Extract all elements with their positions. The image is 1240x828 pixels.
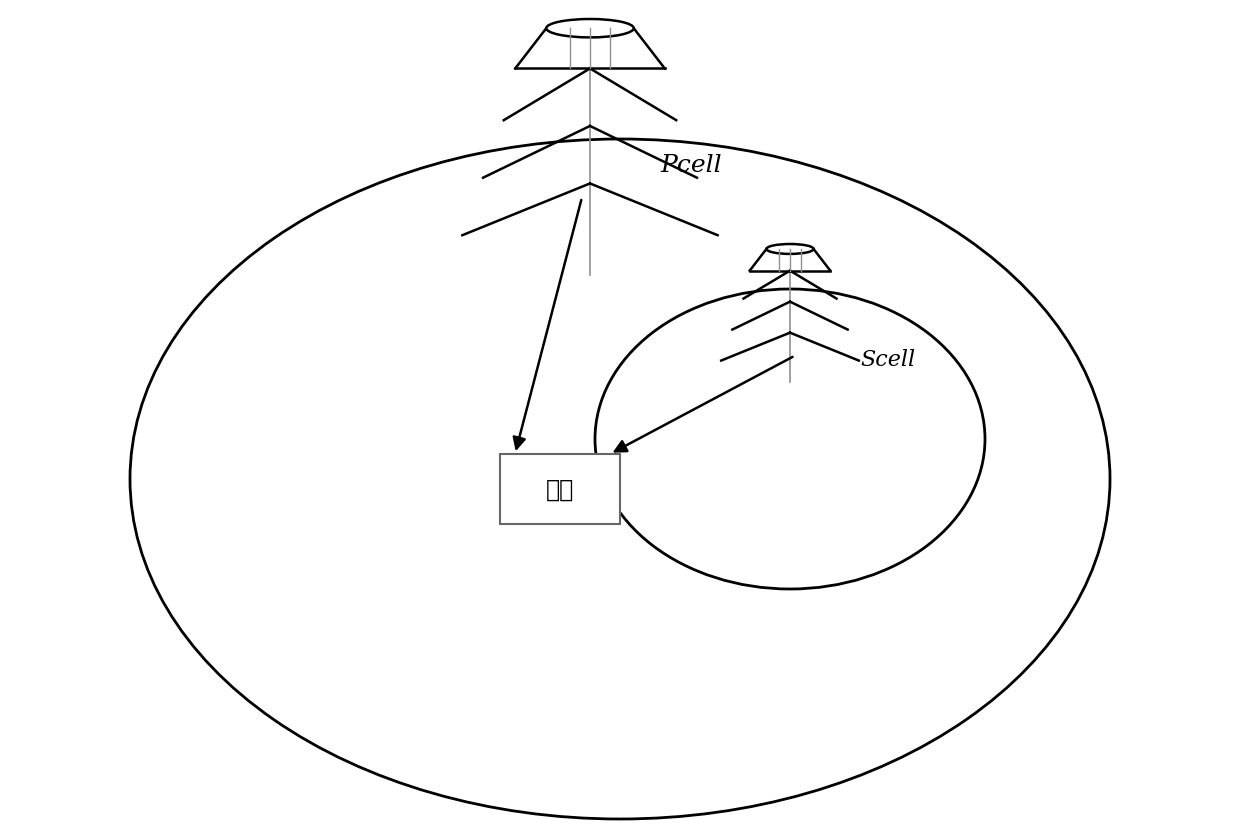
Text: Pcell: Pcell	[660, 153, 722, 176]
Text: Scell: Scell	[861, 349, 915, 371]
Bar	[500, 455, 620, 524]
Text: 终端: 终端	[546, 478, 574, 502]
Ellipse shape	[766, 245, 813, 255]
Ellipse shape	[547, 20, 634, 38]
